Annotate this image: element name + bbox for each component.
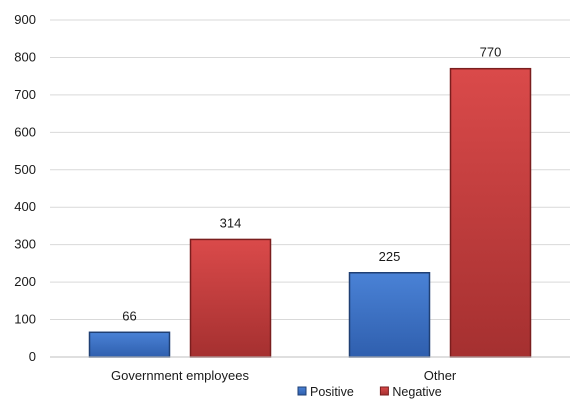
x-tick-label: Other [424,368,457,383]
bar-negative [189,238,272,358]
legend-label: Positive [310,385,354,399]
y-tick-label: 700 [14,87,36,102]
data-label: 66 [122,308,136,323]
x-tick-label: Government employees [111,368,250,383]
data-label: 314 [220,215,242,230]
y-tick-label: 200 [14,274,36,289]
bar-positive [88,331,171,358]
gridlines [50,19,570,321]
y-tick-label: 600 [14,124,36,139]
bars: 66 314 225 770 [88,45,532,358]
bar-positive [348,272,431,358]
x-axis: Government employees Other [50,356,570,383]
y-tick-label: 100 [14,312,36,327]
data-label: 770 [480,45,502,60]
y-axis: 0 100 200 300 400 500 600 700 800 900 [14,12,36,364]
legend-label: Negative [392,385,441,399]
legend-swatch-positive [297,386,307,396]
legend: Positive Negative [297,385,442,399]
y-tick-label: 0 [29,349,36,364]
legend-swatch-negative [379,386,389,396]
y-tick-label: 300 [14,237,36,252]
y-tick-label: 900 [14,12,36,27]
y-tick-label: 500 [14,162,36,177]
data-label: 225 [379,249,401,264]
y-tick-label: 400 [14,199,36,214]
y-tick-label: 800 [14,49,36,64]
bar-negative [449,67,532,358]
